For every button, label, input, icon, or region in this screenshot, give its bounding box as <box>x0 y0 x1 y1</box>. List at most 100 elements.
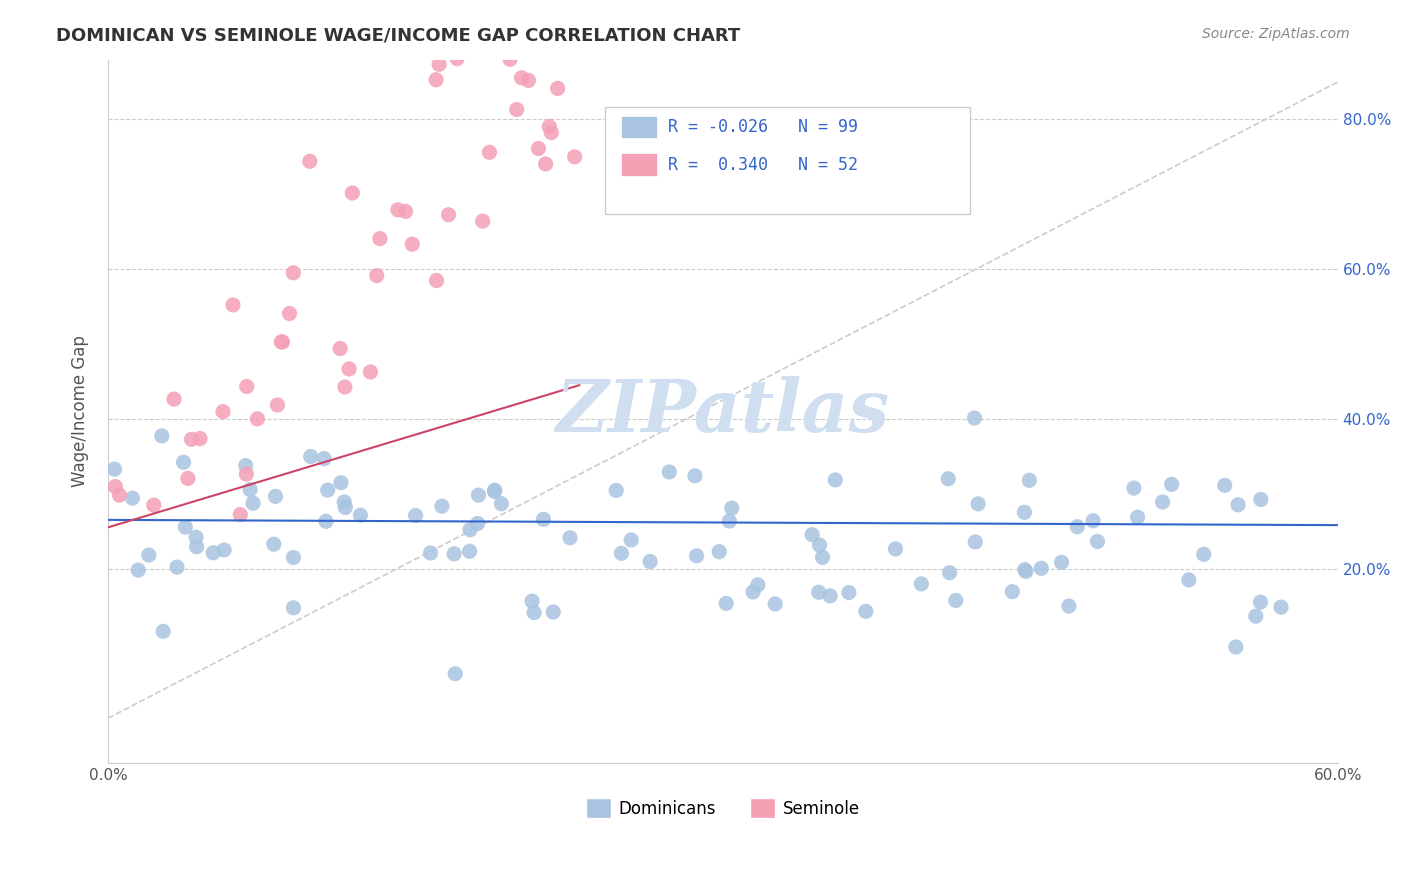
Point <box>138 548 160 562</box>
Point <box>458 523 481 537</box>
Point <box>498 38 520 53</box>
Point <box>329 342 352 356</box>
Point <box>271 334 294 349</box>
Point <box>938 566 960 580</box>
Point <box>437 208 460 222</box>
Point <box>186 540 208 554</box>
Point <box>419 546 441 560</box>
Point <box>425 273 447 287</box>
Point <box>1227 498 1250 512</box>
Text: R = -0.026   N = 99: R = -0.026 N = 99 <box>668 118 858 136</box>
Point <box>714 596 737 610</box>
Point <box>212 543 235 558</box>
Point <box>444 666 467 681</box>
Point <box>1152 495 1174 509</box>
Point <box>236 379 259 393</box>
Text: R =  0.340   N = 52: R = 0.340 N = 52 <box>668 156 858 174</box>
Point <box>1015 565 1038 579</box>
Point <box>235 467 257 482</box>
Point <box>818 589 841 603</box>
Point <box>763 597 786 611</box>
Point <box>824 473 846 487</box>
Text: Source: ZipAtlas.com: Source: ZipAtlas.com <box>1202 27 1350 41</box>
Point <box>401 237 423 252</box>
Point <box>720 501 742 516</box>
Point <box>808 538 831 552</box>
Point <box>910 577 932 591</box>
Point <box>1057 599 1080 613</box>
Point <box>202 546 225 560</box>
Point <box>811 550 834 565</box>
Point <box>467 488 489 502</box>
Point <box>683 468 706 483</box>
Point <box>1014 505 1036 519</box>
Point <box>1050 555 1073 569</box>
Point <box>1160 477 1182 491</box>
Point <box>387 202 409 217</box>
Point <box>103 462 125 476</box>
Point <box>298 154 321 169</box>
Point <box>142 498 165 512</box>
Point <box>1126 510 1149 524</box>
Point <box>283 600 305 615</box>
Point <box>264 490 287 504</box>
Point <box>491 497 513 511</box>
Point <box>807 585 830 599</box>
Point <box>212 404 235 418</box>
Point <box>246 412 269 426</box>
Point <box>1122 481 1144 495</box>
Point <box>963 411 986 425</box>
Point <box>523 606 546 620</box>
Point <box>965 535 987 549</box>
Point <box>443 547 465 561</box>
Point <box>747 578 769 592</box>
Point <box>270 334 292 349</box>
Point <box>538 120 561 134</box>
Point <box>547 81 569 95</box>
Point <box>329 475 352 490</box>
Point <box>1250 595 1272 609</box>
Point <box>278 306 301 320</box>
Point <box>478 145 501 160</box>
Point <box>718 514 741 528</box>
Point <box>638 554 661 568</box>
Point <box>359 365 381 379</box>
Point <box>564 150 586 164</box>
Point <box>1225 640 1247 654</box>
Point <box>1178 573 1201 587</box>
Point <box>333 495 356 509</box>
Point <box>484 484 506 499</box>
Point <box>1081 514 1104 528</box>
Point <box>229 508 252 522</box>
Point <box>1244 609 1267 624</box>
Point <box>366 268 388 283</box>
Point <box>540 126 562 140</box>
Point <box>967 497 990 511</box>
Point <box>458 544 481 558</box>
Point <box>527 141 550 155</box>
Legend: Dominicans, Seminole: Dominicans, Seminole <box>579 791 866 825</box>
Point <box>945 593 967 607</box>
Point <box>180 433 202 447</box>
Point <box>405 508 427 523</box>
Point <box>1087 534 1109 549</box>
Point <box>177 471 200 485</box>
Point <box>838 585 860 599</box>
Point <box>1192 547 1215 561</box>
Point <box>425 72 447 87</box>
Point <box>505 103 527 117</box>
Point <box>541 605 564 619</box>
Point <box>884 541 907 556</box>
Point <box>742 585 765 599</box>
Point <box>314 451 336 466</box>
Point <box>1213 478 1236 492</box>
Point <box>471 214 494 228</box>
Point <box>658 465 681 479</box>
Point <box>801 527 824 541</box>
Point <box>127 563 149 577</box>
Point <box>936 472 959 486</box>
Point <box>184 530 207 544</box>
Point <box>349 508 371 523</box>
Point <box>620 533 643 547</box>
Point <box>283 550 305 565</box>
